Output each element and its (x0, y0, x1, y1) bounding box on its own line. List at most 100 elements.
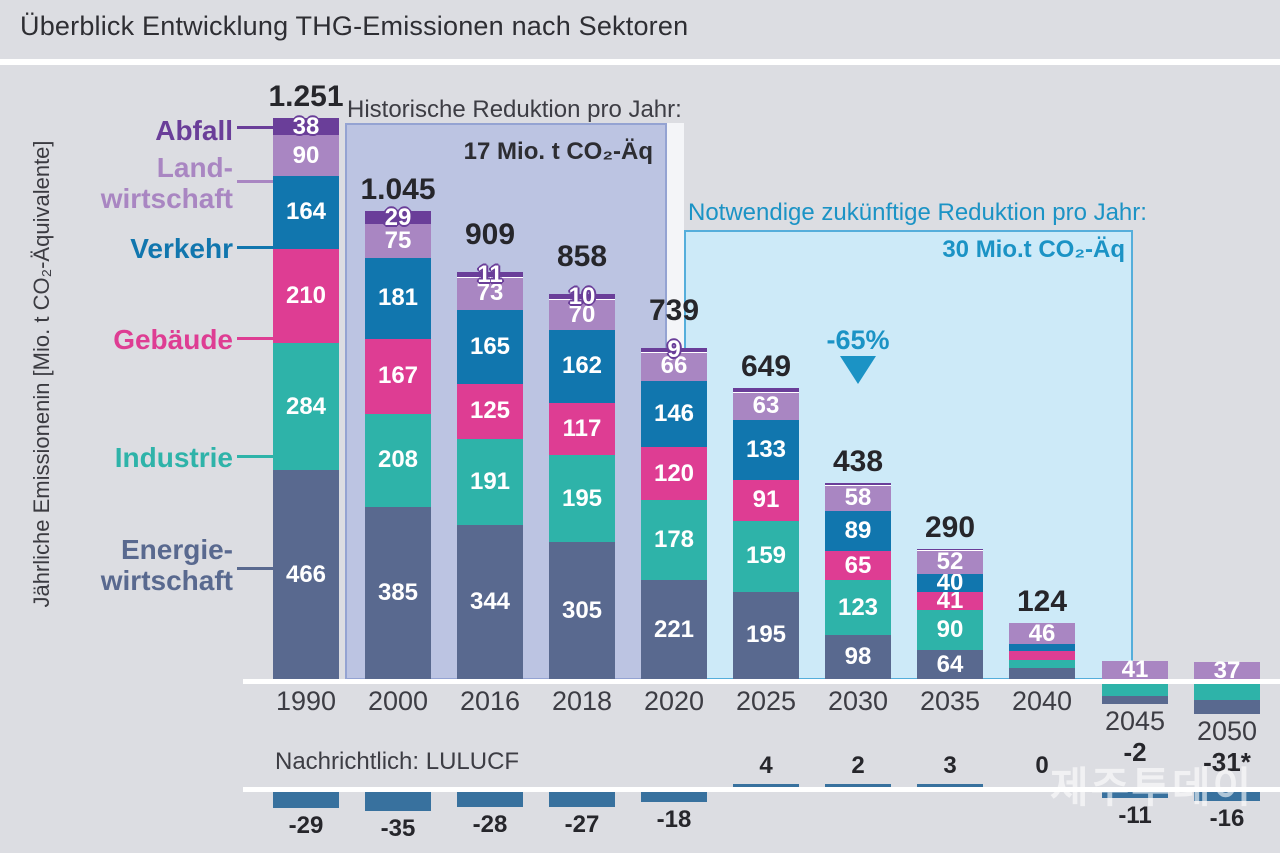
bar-2045-total: -2 (1123, 737, 1147, 768)
lulucf-bar-2030 (825, 784, 891, 787)
bar-2016-segment-energiewirtschaft: 344 (457, 524, 523, 679)
bar-2000-segment-abfall: 29 (365, 205, 431, 229)
bar-1990-segment-verkehr: 164 (273, 175, 339, 250)
lulucf-bar-2035 (917, 784, 983, 787)
segment-value-label: 208 (377, 446, 419, 474)
bar-2018-segment-gebaeude: 117 (549, 402, 615, 456)
legend-leader-abfall (237, 126, 273, 129)
bar-1990-segment-landwirtschaft: 90 (273, 135, 339, 176)
segment-value-label: 165 (469, 332, 511, 360)
segment-value-label: 73 (476, 279, 504, 307)
bar-2025-segment-abfall (733, 388, 799, 394)
bar-1990-total: 1.251 (268, 80, 344, 114)
lulucf-value-1990: -29 (288, 812, 324, 839)
segment-value-label: 133 (745, 435, 787, 463)
legend-item-abfall: Abfall (13, 115, 233, 146)
segment-value-label: 466 (285, 560, 327, 588)
bar-2050-total: -31* (1203, 746, 1251, 777)
segment-value-label: 284 (285, 392, 327, 420)
bar-2016-segment-landwirtschaft: 73 (457, 276, 523, 310)
bar-2035-segment-energiewirtschaft: 64 (917, 650, 983, 679)
bar-1990-segment-abfall: 38 (273, 114, 339, 138)
bar-2018-total: 858 (556, 240, 608, 274)
segment-value-label: 191 (469, 468, 511, 496)
segment-value-label: 37 (1213, 656, 1241, 684)
segment-value-label: 89 (844, 517, 872, 545)
lulucf-value-2050: -16 (1209, 805, 1245, 832)
legend-label-line: wirtschaft (100, 565, 233, 596)
lulucf-caption: Nachrichtlich: LULUCF (275, 748, 520, 775)
bar-2030-segment-industrie: 123 (825, 580, 891, 636)
segment-value-label: 66 (660, 352, 688, 380)
down-triangle-icon (840, 356, 876, 384)
segment-value-label: 46 (1028, 619, 1056, 647)
bar-2020-total: 739 (648, 293, 700, 327)
bar-2040-segment-energiewirtschaft (1009, 668, 1075, 679)
bar-2040-segment-gebaeude (1009, 651, 1075, 661)
segment-value-label: 98 (844, 643, 872, 671)
bar-2000-segment-gebaeude: 167 (365, 338, 431, 414)
x-axis-label-2040: 2040 (1011, 686, 1073, 716)
bar-2016-total: 909 (464, 218, 516, 252)
segment-value-label: 146 (653, 399, 695, 427)
legend-label-line: wirtschaft (100, 183, 233, 214)
lulucf-value-2025: 4 (759, 752, 773, 779)
bar-2000-total: 1.045 (360, 173, 436, 207)
page-title: Überblick Entwicklung THG-Emissionen nac… (20, 11, 689, 41)
lulucf-value-2016: -28 (472, 811, 508, 838)
reduction-65-percent-label: -65% (826, 325, 890, 355)
lulucf-bar-2020 (641, 792, 707, 802)
bar-2040-total: 124 (1016, 585, 1068, 619)
bar-2020-segment-verkehr: 146 (641, 381, 707, 447)
legend-leader-energiewirtschaft (237, 567, 273, 570)
segment-value-label: 41 (1121, 655, 1149, 683)
legend-label-line: Industrie (114, 442, 233, 473)
segment-value-label: 123 (837, 593, 879, 621)
main-axis-line (243, 679, 1280, 684)
historical-reduction-value: 17 Mio. t CO₂-Äq (463, 138, 653, 165)
bar-2020-segment-gebaeude: 120 (641, 446, 707, 501)
bar-2035-segment-landwirtschaft: 52 (917, 550, 983, 574)
legend-leader-industrie (237, 455, 273, 458)
lulucf-bar-2025 (733, 784, 799, 787)
watermark-text: 제주투데이 (1050, 764, 1254, 811)
bar-1990-segment-gebaeude: 210 (273, 249, 339, 344)
segment-value-label: 41 (936, 586, 964, 614)
bar-2040-segment-industrie (1009, 660, 1075, 669)
bar-2045-segment-landwirtschaft: 41 (1102, 655, 1168, 683)
lulucf-value-2040: 0 (1035, 752, 1049, 779)
segment-value-label: 70 (568, 300, 596, 328)
bar-2035-total: 290 (924, 511, 976, 545)
segment-value-label: 10 (568, 282, 596, 310)
bar-2035-segment-gebaeude: 41 (917, 586, 983, 614)
segment-value-label: 210 (285, 282, 327, 310)
bar-2040-segment-landwirtschaft: 46 (1009, 619, 1075, 647)
legend-leader-landwirtschaft (237, 180, 273, 183)
x-axis-label-2020: 2020 (643, 686, 705, 716)
future-reduction-caption: Notwendige zukünftige Reduktion pro Jahr… (688, 199, 1147, 226)
bar-1990-segment-industrie: 284 (273, 343, 339, 471)
bar-2020-segment-abfall: 9 (641, 337, 707, 361)
segment-value-label: 159 (745, 542, 787, 570)
bar-2016-segment-industrie: 191 (457, 439, 523, 525)
lulucf-value-2030: 2 (851, 752, 865, 779)
bar-2016-segment-verkehr: 165 (457, 309, 523, 384)
bar-2018-segment-verkehr: 162 (549, 330, 615, 403)
legend-leader-verkehr (237, 246, 273, 249)
lulucf-value-2045: -11 (1118, 802, 1152, 829)
lulucf-value-2020: -18 (656, 806, 692, 833)
segment-value-label: 29 (384, 203, 412, 231)
bar-2000-segment-verkehr: 181 (365, 257, 431, 339)
bar-2045-segment-energiewirtschaft (1102, 696, 1168, 705)
bar-2025-segment-gebaeude: 91 (733, 479, 799, 521)
bar-2030-segment-gebaeude: 65 (825, 550, 891, 581)
segment-value-label: 162 (561, 352, 603, 380)
segment-value-label: 38 (292, 112, 320, 140)
segment-value-label: 117 (562, 414, 602, 442)
segment-value-label: 9 (667, 335, 681, 363)
bar-2018-segment-landwirtschaft: 70 (549, 298, 615, 331)
title-separator (0, 59, 1280, 65)
x-axis-label-2035: 2035 (919, 686, 981, 716)
bar-2025-segment-verkehr: 133 (733, 420, 799, 480)
